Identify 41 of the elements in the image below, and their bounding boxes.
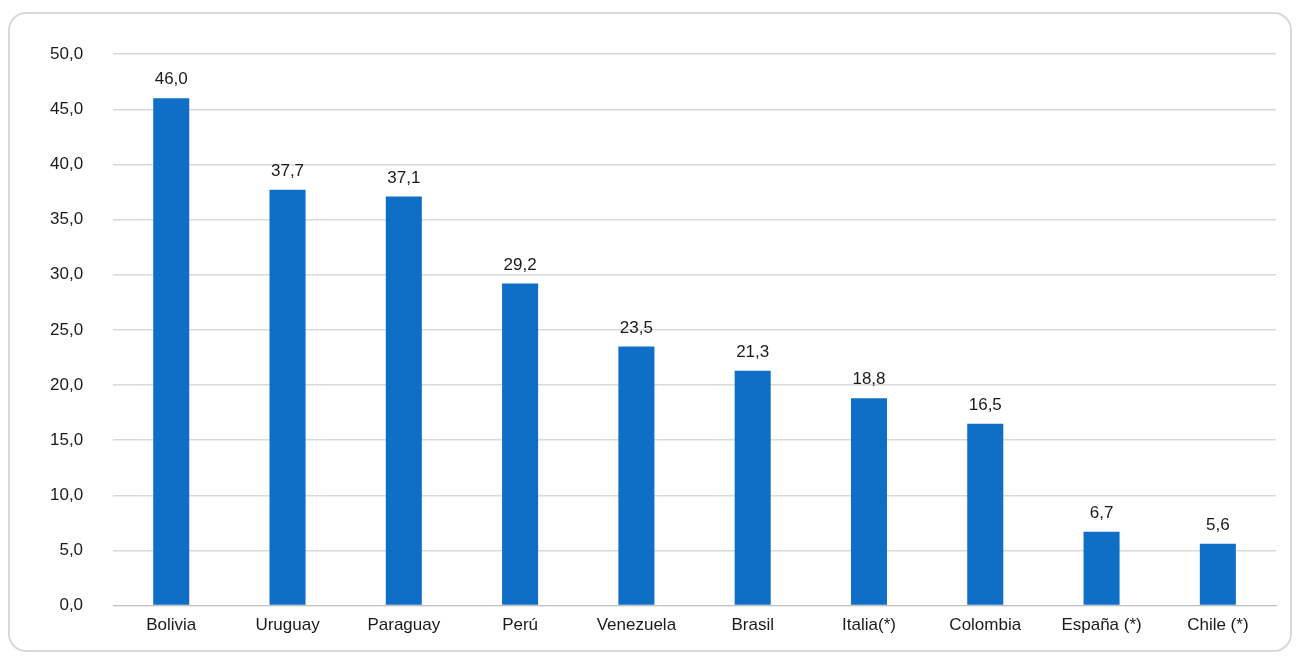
x-tick-label: Brasil	[731, 615, 774, 635]
bar	[153, 98, 190, 605]
bar	[1083, 531, 1120, 605]
y-tick-label: 50,0	[49, 43, 84, 63]
y-tick-label: 10,0	[49, 485, 84, 505]
y-tick-label: 5,0	[59, 540, 84, 560]
data-label: 37,1	[387, 167, 421, 187]
data-label: 29,2	[503, 254, 537, 274]
bar	[502, 283, 539, 605]
data-label: 21,3	[736, 341, 770, 361]
x-tick-label: Paraguay	[367, 615, 441, 635]
y-tick-label: 30,0	[49, 264, 84, 284]
y-tick-label: 35,0	[49, 209, 84, 229]
data-label: 16,5	[968, 394, 1002, 414]
data-label: 5,6	[1206, 515, 1230, 535]
bar	[734, 370, 771, 605]
bar	[1199, 543, 1236, 605]
x-tick-label: Colombia	[949, 615, 1022, 635]
x-tick-label: Italia(*)	[842, 615, 896, 635]
bar	[967, 423, 1004, 605]
bar	[618, 346, 655, 605]
y-tick-label: 25,0	[49, 319, 84, 339]
bar	[269, 189, 306, 605]
y-tick-label: 20,0	[49, 374, 84, 394]
bar	[850, 398, 888, 605]
data-label: 23,5	[619, 317, 653, 337]
x-tick-label: Uruguay	[255, 615, 321, 635]
y-tick-label: 40,0	[49, 154, 84, 174]
x-tick-label: Bolivia	[146, 615, 197, 635]
data-label: 18,8	[852, 369, 886, 389]
y-tick-label: 15,0	[49, 429, 84, 449]
bar	[385, 196, 422, 605]
data-label: 37,7	[270, 161, 305, 181]
y-tick-label: 0,0	[59, 595, 84, 615]
x-tick-label: España (*)	[1061, 615, 1142, 635]
x-tick-label: Chile (*)	[1187, 615, 1249, 635]
x-tick-label: Perú	[502, 615, 539, 635]
x-tick-label: Venezuela	[596, 615, 677, 635]
y-tick-label: 45,0	[49, 99, 84, 119]
data-label: 6,7	[1089, 502, 1114, 522]
data-label: 46,0	[154, 69, 188, 89]
